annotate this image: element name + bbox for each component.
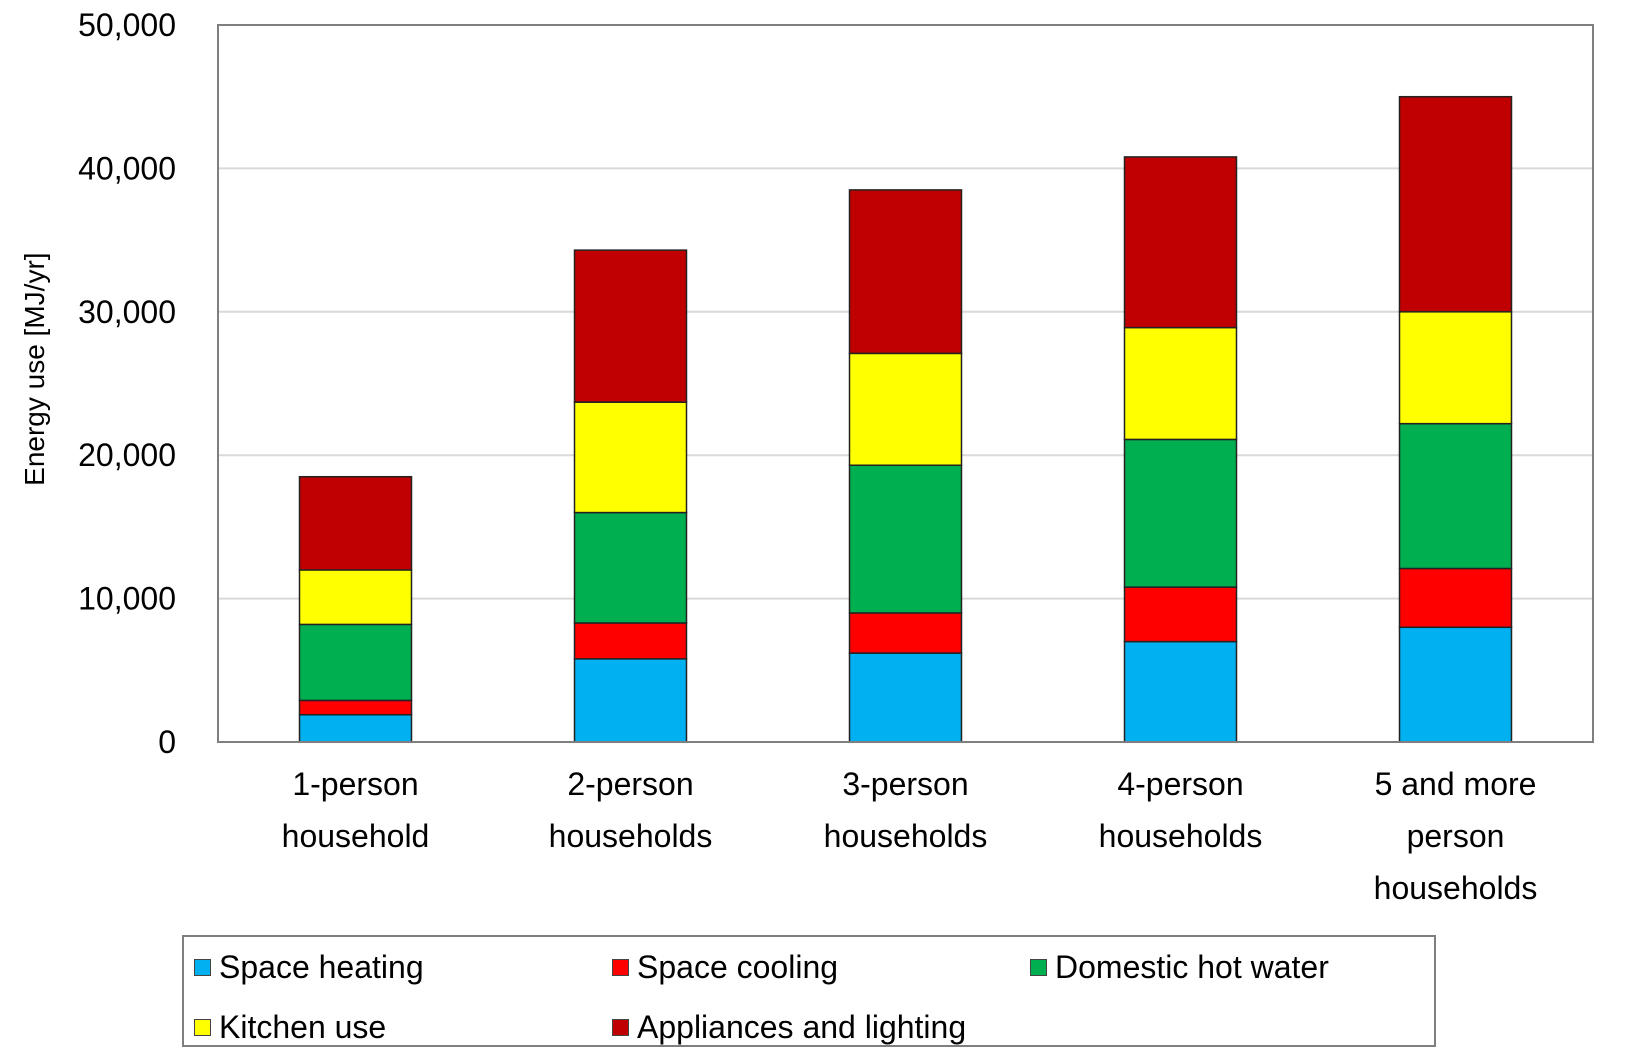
bar-segment [573, 658, 688, 743]
x-category-label: 5 and more person households [1374, 766, 1538, 906]
y-axis-tick-labels: 0 10,000 20,000 30,000 40,000 50,000 [78, 7, 176, 760]
legend-label: Appliances and lighting [637, 1009, 967, 1045]
bar-segment [848, 464, 963, 614]
legend-swatch [1030, 959, 1047, 976]
plot-area-border [217, 24, 1594, 743]
x-category-label: 3-person households [824, 766, 988, 854]
y-tick-label: 30,000 [78, 294, 176, 330]
bar-segment [298, 569, 413, 626]
legend-label: Space heating [219, 949, 424, 985]
legend-item: Kitchen use [194, 1009, 386, 1046]
x-axis-category-labels: 1-person household 2-person households 3-per… [282, 766, 1538, 906]
bar-segment [1398, 626, 1513, 743]
bar-segment [1398, 422, 1513, 570]
bar-segment [1123, 156, 1238, 329]
bar-segment [1123, 438, 1238, 588]
y-tick-label: 10,000 [78, 581, 176, 617]
bars [298, 95, 1513, 743]
legend-label: Domestic hot water [1055, 949, 1329, 985]
bar-segment [298, 623, 413, 702]
legend-item: Space heating [194, 949, 424, 986]
legend-swatch [612, 959, 629, 976]
bar-segment [1398, 95, 1513, 313]
y-tick-label: 20,000 [78, 437, 176, 473]
bar-segment [1398, 567, 1513, 629]
legend-item: Domestic hot water [1030, 949, 1329, 986]
legend-item: Space cooling [612, 949, 838, 986]
bar-segment [573, 511, 688, 624]
bar-segment [848, 189, 963, 355]
bar-segment [848, 612, 963, 654]
x-category-label: 1-person household [282, 766, 430, 854]
bar-segment [573, 622, 688, 660]
legend-swatch [194, 959, 211, 976]
legend-label: Kitchen use [219, 1009, 387, 1045]
bar-segment [1123, 586, 1238, 643]
legend-item: Appliances and lighting [612, 1009, 966, 1046]
bar-segment [298, 699, 413, 716]
y-axis-title: Energy use [MJ/yr] [19, 252, 50, 485]
x-category-label: 4-person households [1099, 766, 1263, 854]
bar-segment [298, 714, 413, 743]
bar-segment [848, 352, 963, 466]
bar-segment [848, 652, 963, 743]
y-tick-label: 0 [158, 724, 176, 760]
legend: Space heating Space cooling Domestic hot w… [182, 935, 1436, 1047]
y-tick-label: 40,000 [78, 150, 176, 186]
bar-segment [298, 475, 413, 571]
bar-segment [573, 249, 688, 403]
bar-segment [573, 401, 688, 514]
x-category-label: 2-person households [549, 766, 713, 854]
bar-segment [1123, 640, 1238, 743]
y-tick-label: 50,000 [78, 7, 176, 43]
legend-swatch [612, 1019, 629, 1036]
legend-swatch [194, 1019, 211, 1036]
bar-segment [1398, 311, 1513, 425]
legend-label: Space cooling [637, 949, 839, 985]
bar-segment [1123, 326, 1238, 441]
